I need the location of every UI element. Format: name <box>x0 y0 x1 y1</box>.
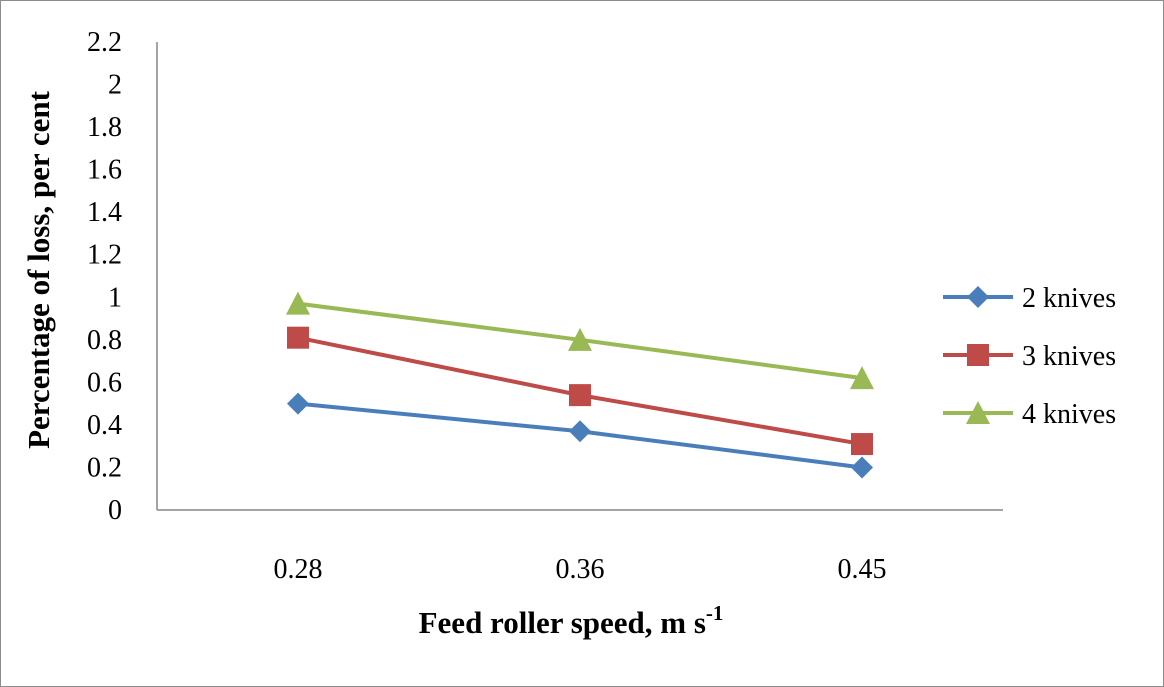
y-tick-label: 0.8 <box>87 325 122 356</box>
y-tick-label: 2 <box>108 70 122 101</box>
series-3 <box>286 291 874 390</box>
x-tick-label: 0.28 <box>274 554 323 585</box>
data-point-triangle <box>286 291 310 315</box>
data-point-triangle <box>568 327 592 351</box>
data-point-diamond <box>287 392 309 415</box>
legend-item: 4 knives <box>943 399 1116 430</box>
y-axis-ticks: 0 0.2 0.4 0.6 0.8 1 1.2 1.4 1.6 1.8 2 2.2 <box>87 27 122 526</box>
data-point-diamond <box>851 456 873 479</box>
data-point-square <box>851 433 873 456</box>
y-tick-label: 0 <box>108 495 122 526</box>
y-tick-label: 2.2 <box>87 27 122 58</box>
legend-label: 4 knives <box>1022 399 1116 430</box>
y-tick-label: 0.4 <box>87 410 122 441</box>
legend-label: 3 knives <box>1022 341 1116 372</box>
y-tick-label: 0.6 <box>87 367 122 398</box>
y-tick-label: 1.8 <box>87 112 122 143</box>
data-point-triangle <box>850 366 874 390</box>
legend-label: 2 knives <box>1022 283 1116 314</box>
x-axis-title-superscript: -1 <box>706 601 724 625</box>
data-point-square <box>287 326 309 349</box>
data-point-triangle <box>966 401 990 424</box>
x-tick-label: 0.45 <box>838 554 887 585</box>
series-1 <box>287 392 873 479</box>
y-tick-label: 1.2 <box>87 240 122 271</box>
x-tick-label: 0.36 <box>556 554 605 585</box>
data-point-diamond <box>569 420 591 443</box>
series-2 <box>287 326 873 456</box>
y-axis-title: Percentage of loss, per cent <box>21 90 56 449</box>
x-axis-title: Feed roller speed, m s-1 <box>419 601 724 640</box>
y-tick-label: 1.6 <box>87 155 122 186</box>
data-point-diamond <box>967 286 989 308</box>
y-tick-label: 0.2 <box>87 452 122 483</box>
y-tick-label: 1 <box>108 282 122 313</box>
x-axis-ticks: 0.28 0.36 0.45 <box>274 554 887 585</box>
data-point-square <box>569 384 591 407</box>
series-layer <box>286 291 874 479</box>
legend-item: 2 knives <box>943 283 1116 314</box>
legend-item: 3 knives <box>943 341 1116 372</box>
y-tick-label: 1.4 <box>87 197 122 228</box>
data-point-square <box>967 344 989 366</box>
legend: 2 knives 3 knives 4 knives <box>943 283 1116 430</box>
x-axis-title-text: Feed roller speed, m s <box>419 605 706 640</box>
